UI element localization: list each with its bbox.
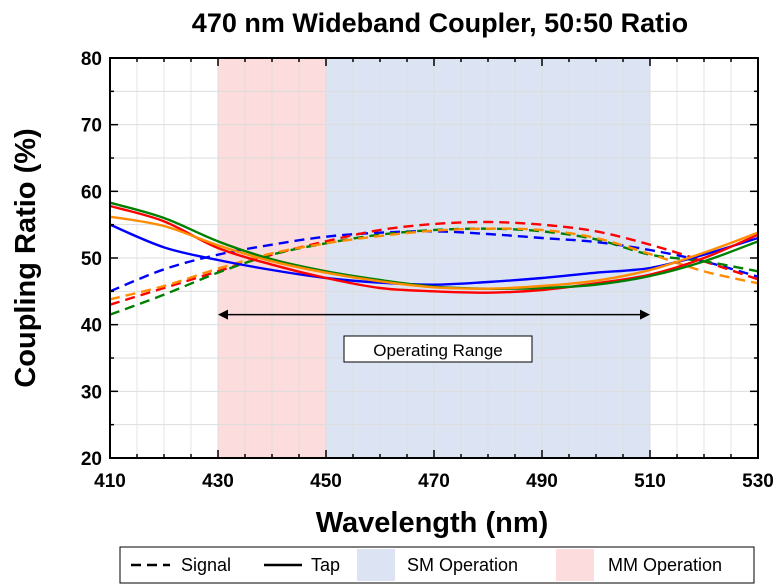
y-tick-label: 40 xyxy=(81,316,102,337)
x-axis-title: Wavelength (nm) xyxy=(316,507,549,539)
x-tick-label: 510 xyxy=(634,471,666,492)
chart-title: 470 nm Wideband Coupler, 50:50 Ratio xyxy=(192,8,688,38)
x-tick-label: 410 xyxy=(94,471,126,492)
legend-signal-label: Signal xyxy=(181,555,231,575)
y-axis-title: Coupling Ratio (%) xyxy=(10,128,42,387)
x-tick-label: 450 xyxy=(310,471,342,492)
tap-series-line-4 xyxy=(109,223,759,286)
legend-sm-swatch xyxy=(357,549,395,581)
y-tick-label: 50 xyxy=(81,249,102,270)
plot-area: Operating Range 410 430 450 470 490 510 530 20 30… xyxy=(81,49,774,492)
legend-sm-label: SM Operation xyxy=(407,555,518,575)
legend: Signal Tap SM Operation MM Operation xyxy=(119,546,755,584)
tap-series-line-5 xyxy=(109,204,759,294)
legend-mm-label: MM Operation xyxy=(608,555,722,575)
operating-range-label: Operating Range xyxy=(373,341,502,360)
y-tick-label: 70 xyxy=(81,116,102,137)
y-tick-label: 30 xyxy=(81,382,102,403)
legend-tap-label: Tap xyxy=(311,555,340,575)
x-tick-label: 530 xyxy=(742,471,774,492)
x-tick-label: 470 xyxy=(418,471,450,492)
x-tick-label: 490 xyxy=(526,471,558,492)
arrowhead-left-icon xyxy=(218,309,228,320)
y-tick-label: 60 xyxy=(81,182,102,203)
legend-mm-swatch xyxy=(556,549,594,581)
tap-series-line-7 xyxy=(109,215,759,290)
signal-series-line-2 xyxy=(109,227,759,316)
y-tick-label: 80 xyxy=(81,49,102,70)
x-tick-label: 430 xyxy=(202,471,234,492)
operating-range-box xyxy=(343,335,533,363)
legend-box xyxy=(119,546,755,584)
arrowhead-right-icon xyxy=(640,309,650,320)
signal-series-line-3 xyxy=(109,227,759,301)
y-tick-label: 20 xyxy=(81,449,102,470)
signal-series-line-1 xyxy=(109,220,759,306)
signal-series-line-0 xyxy=(109,230,759,293)
